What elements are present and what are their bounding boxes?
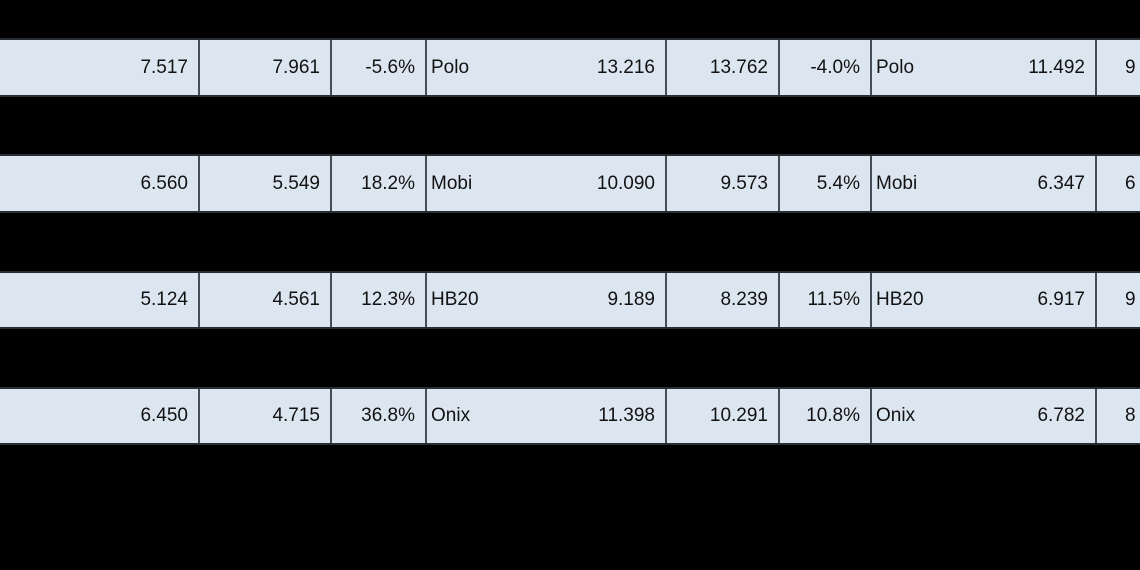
cell-sales-previous[interactable]: 13.762 xyxy=(665,40,778,95)
cell-clipped-value[interactable]: 9 xyxy=(1095,273,1140,327)
cell-text: 4.715 xyxy=(272,405,320,426)
cell-model-and-sales[interactable]: Onix 6.782 xyxy=(870,389,1095,443)
cell-percent-change[interactable]: 12.3% xyxy=(330,273,425,327)
table-row: 6.450 4.715 36.8% Onix 11.398 10.291 10.8… xyxy=(0,387,1140,445)
cell-text: 9.189 xyxy=(607,289,655,310)
cell-model-and-sales[interactable]: Mobi 10.090 xyxy=(425,156,665,211)
cell-text: 4.561 xyxy=(272,289,320,310)
cell-model-and-sales[interactable]: Onix 11.398 xyxy=(425,389,665,443)
cell-text: 5.549 xyxy=(272,172,320,194)
cell-text: 9.573 xyxy=(720,172,768,194)
cell-text: 11.5% xyxy=(807,289,860,310)
cell-model-and-sales[interactable]: Polo 13.216 xyxy=(425,40,665,95)
cell-percent-change[interactable]: -4.0% xyxy=(778,40,870,95)
cell-text: 5.4% xyxy=(816,172,860,194)
cell-sales-previous[interactable]: 9.573 xyxy=(665,156,778,211)
cell-text: 13.762 xyxy=(709,56,768,78)
cell-clipped-value[interactable]: 9 xyxy=(1095,40,1140,95)
cell-text: 6.782 xyxy=(1037,405,1085,426)
table-row: 7.517 7.961 -5.6% Polo 13.216 13.762 -4.0… xyxy=(0,38,1140,97)
table-row: 5.124 4.561 12.3% HB20 9.189 8.239 11.5% … xyxy=(0,271,1140,329)
cell-text: 10.291 xyxy=(709,405,768,426)
cell-sales-previous[interactable]: 8.239 xyxy=(665,273,778,327)
cell-model-and-sales[interactable]: Mobi 6.347 xyxy=(870,156,1095,211)
cell-sales-previous[interactable]: 7.961 xyxy=(198,40,330,95)
cell-text: 36.8% xyxy=(361,405,415,426)
cell-text: 9 xyxy=(1125,56,1136,78)
model-name: Onix xyxy=(431,405,471,426)
cell-model-and-sales[interactable]: Polo 11.492 xyxy=(870,40,1095,95)
cell-text: 6.917 xyxy=(1037,289,1085,310)
cell-text: 6.560 xyxy=(140,172,188,194)
cell-sales-previous[interactable]: 5.549 xyxy=(198,156,330,211)
cell-text: 6.450 xyxy=(140,405,188,426)
cell-sales-previous[interactable]: 4.715 xyxy=(198,389,330,443)
model-name: Mobi xyxy=(431,172,473,194)
cell-sales-current[interactable]: 6.560 xyxy=(0,156,198,211)
cell-text: 13.216 xyxy=(596,56,655,78)
cell-model-and-sales[interactable]: HB20 6.917 xyxy=(870,273,1095,327)
cell-clipped-value[interactable]: 8 xyxy=(1095,389,1140,443)
cell-text: -5.6% xyxy=(365,56,415,78)
cell-clipped-value[interactable]: 6 xyxy=(1095,156,1140,211)
cell-sales-previous[interactable]: 10.291 xyxy=(665,389,778,443)
cell-percent-change[interactable]: -5.6% xyxy=(330,40,425,95)
cell-sales-previous[interactable]: 4.561 xyxy=(198,273,330,327)
cell-text: 6.347 xyxy=(1037,172,1085,194)
cell-text: 11.492 xyxy=(1028,56,1085,78)
cell-text: 18.2% xyxy=(361,172,415,194)
cell-text: 9 xyxy=(1125,289,1136,310)
cell-sales-current[interactable]: 7.517 xyxy=(0,40,198,95)
cell-sales-current[interactable]: 5.124 xyxy=(0,273,198,327)
cell-text: 6 xyxy=(1125,172,1136,194)
model-name: HB20 xyxy=(431,289,479,310)
model-name: Polo xyxy=(876,56,915,78)
model-name: Mobi xyxy=(876,172,918,194)
table-row: 6.560 5.549 18.2% Mobi 10.090 9.573 5.4% … xyxy=(0,154,1140,213)
cell-percent-change[interactable]: 10.8% xyxy=(778,389,870,443)
cell-text: 10.090 xyxy=(596,172,655,194)
cell-model-and-sales[interactable]: HB20 9.189 xyxy=(425,273,665,327)
cell-text: 7.961 xyxy=(272,56,320,78)
cell-text: 7.517 xyxy=(140,56,188,78)
cell-text: 5.124 xyxy=(140,289,188,310)
model-name: HB20 xyxy=(876,289,924,310)
cell-text: 8.239 xyxy=(720,289,768,310)
cell-percent-change[interactable]: 11.5% xyxy=(778,273,870,327)
model-name: Onix xyxy=(876,405,916,426)
cell-text: 11.398 xyxy=(598,405,655,426)
cell-text: 12.3% xyxy=(361,289,415,310)
cell-text: 10.8% xyxy=(806,405,860,426)
cell-text: 8 xyxy=(1125,405,1136,426)
cell-sales-current[interactable]: 6.450 xyxy=(0,389,198,443)
cell-text: -4.0% xyxy=(810,56,860,78)
cell-percent-change[interactable]: 18.2% xyxy=(330,156,425,211)
model-name: Polo xyxy=(431,56,470,78)
cell-percent-change[interactable]: 5.4% xyxy=(778,156,870,211)
cell-percent-change[interactable]: 36.8% xyxy=(330,389,425,443)
